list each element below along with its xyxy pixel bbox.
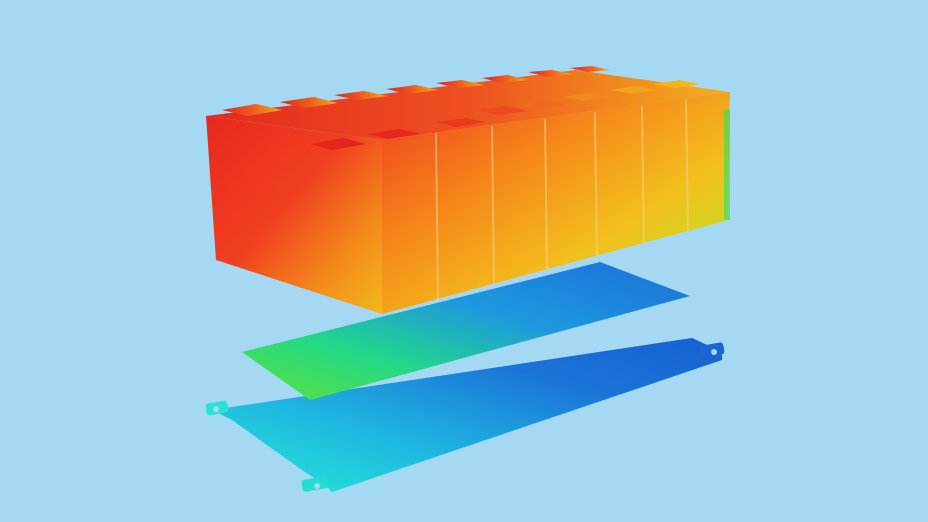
battery-module bbox=[206, 66, 730, 314]
cell-terminals bbox=[222, 66, 700, 150]
end-plate-edge bbox=[724, 110, 730, 220]
cell-dividers bbox=[435, 98, 689, 301]
cooling-plate bbox=[205, 338, 725, 492]
thermal-pad bbox=[242, 262, 690, 400]
